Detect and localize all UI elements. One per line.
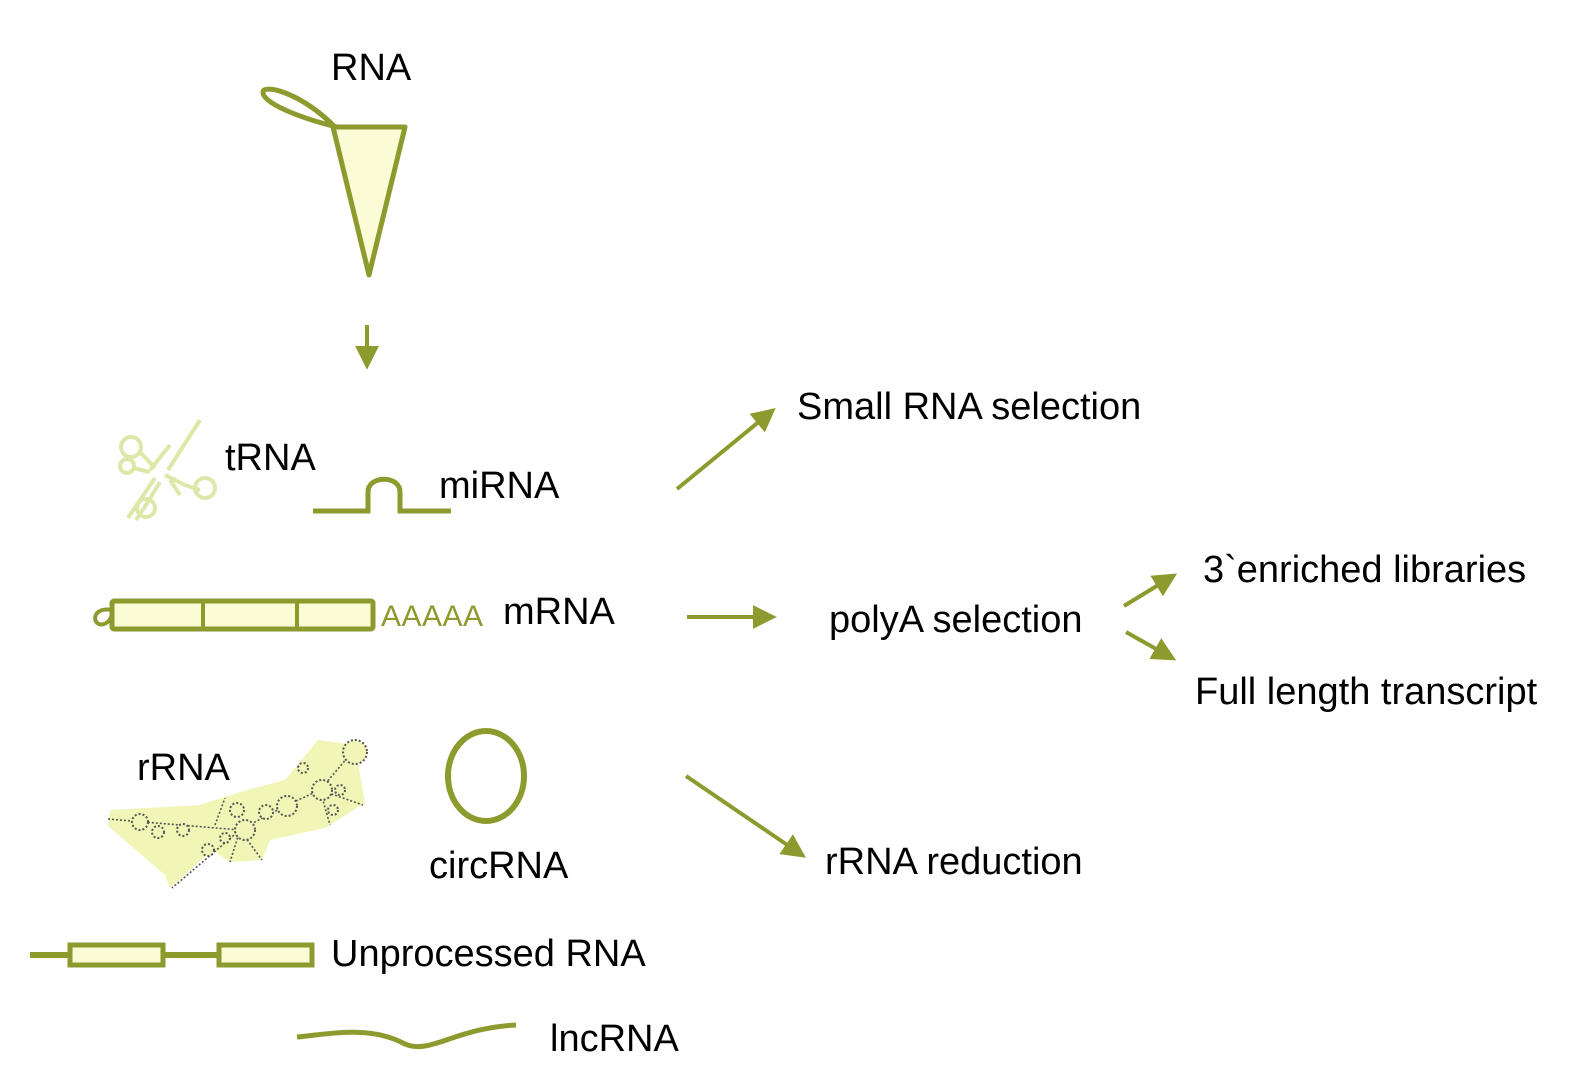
rna-label: RNA [331, 47, 412, 89]
sample-tube-icon [260, 86, 408, 278]
arrow-rrna-reduction [684, 774, 806, 858]
mirna-label: miRNA [439, 465, 560, 507]
full-length-transcript-label: Full length transcript [1195, 671, 1538, 713]
arrow-three-prime-enriched [1122, 573, 1178, 608]
mrna-transcript-icon [93, 598, 376, 632]
small-rna-selection-label: Small RNA selection [797, 386, 1142, 428]
trna-label: tRNA [225, 437, 316, 479]
circrna-label: circRNA [429, 845, 569, 887]
lncrna-icon [296, 1022, 517, 1050]
unprocessed-rna-label: Unprocessed RNA [331, 933, 646, 975]
mirna-hairpin-icon [313, 476, 451, 514]
lncrna-label: lncRNA [550, 1018, 679, 1060]
unprocessed-rna-icon [30, 942, 315, 968]
three-prime-enriched-label: 3`enriched libraries [1203, 549, 1527, 591]
trna-icon [118, 418, 217, 522]
rrna-label: rRNA [137, 747, 230, 789]
polya-selection-label: polyA selection [829, 599, 1083, 641]
rrna-reduction-label: rRNA reduction [825, 841, 1083, 883]
circrna-icon [445, 728, 527, 824]
polya-tail-label: AAAAA [381, 600, 484, 633]
mrna-label: mRNA [503, 591, 615, 633]
arrow-full-length [1125, 630, 1177, 661]
rrna-structure-icon [107, 739, 368, 889]
arrow-small-rna-selection [675, 407, 776, 491]
